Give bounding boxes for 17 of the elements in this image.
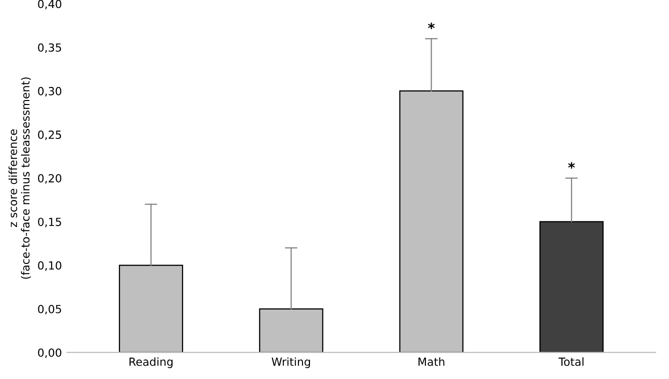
x-tick-label: Reading <box>130 357 173 368</box>
y-tick-label: 0,25 <box>38 130 62 140</box>
y-tick-label: 0,00 <box>38 348 62 358</box>
y-axis-title: z score difference (face-to-face minus teleassessment) <box>8 77 31 279</box>
annotation: * <box>428 22 435 30</box>
y-tick-label: 0,40 <box>38 0 62 10</box>
y-tick-label: 0,20 <box>38 174 62 184</box>
x-tick-label: Total <box>558 357 584 366</box>
y-tick-label: 0,05 <box>38 304 62 314</box>
y-tick-label: 0,35 <box>38 43 62 53</box>
bar <box>539 221 604 352</box>
x-tick-label: Math <box>418 357 444 366</box>
y-tick-label: 0,30 <box>38 86 62 96</box>
annotation: * <box>568 162 575 169</box>
x-tick-label: Writing <box>272 357 310 368</box>
y-tick-label: 0,15 <box>38 218 62 228</box>
y-tick-label: 0,10 <box>38 261 62 271</box>
